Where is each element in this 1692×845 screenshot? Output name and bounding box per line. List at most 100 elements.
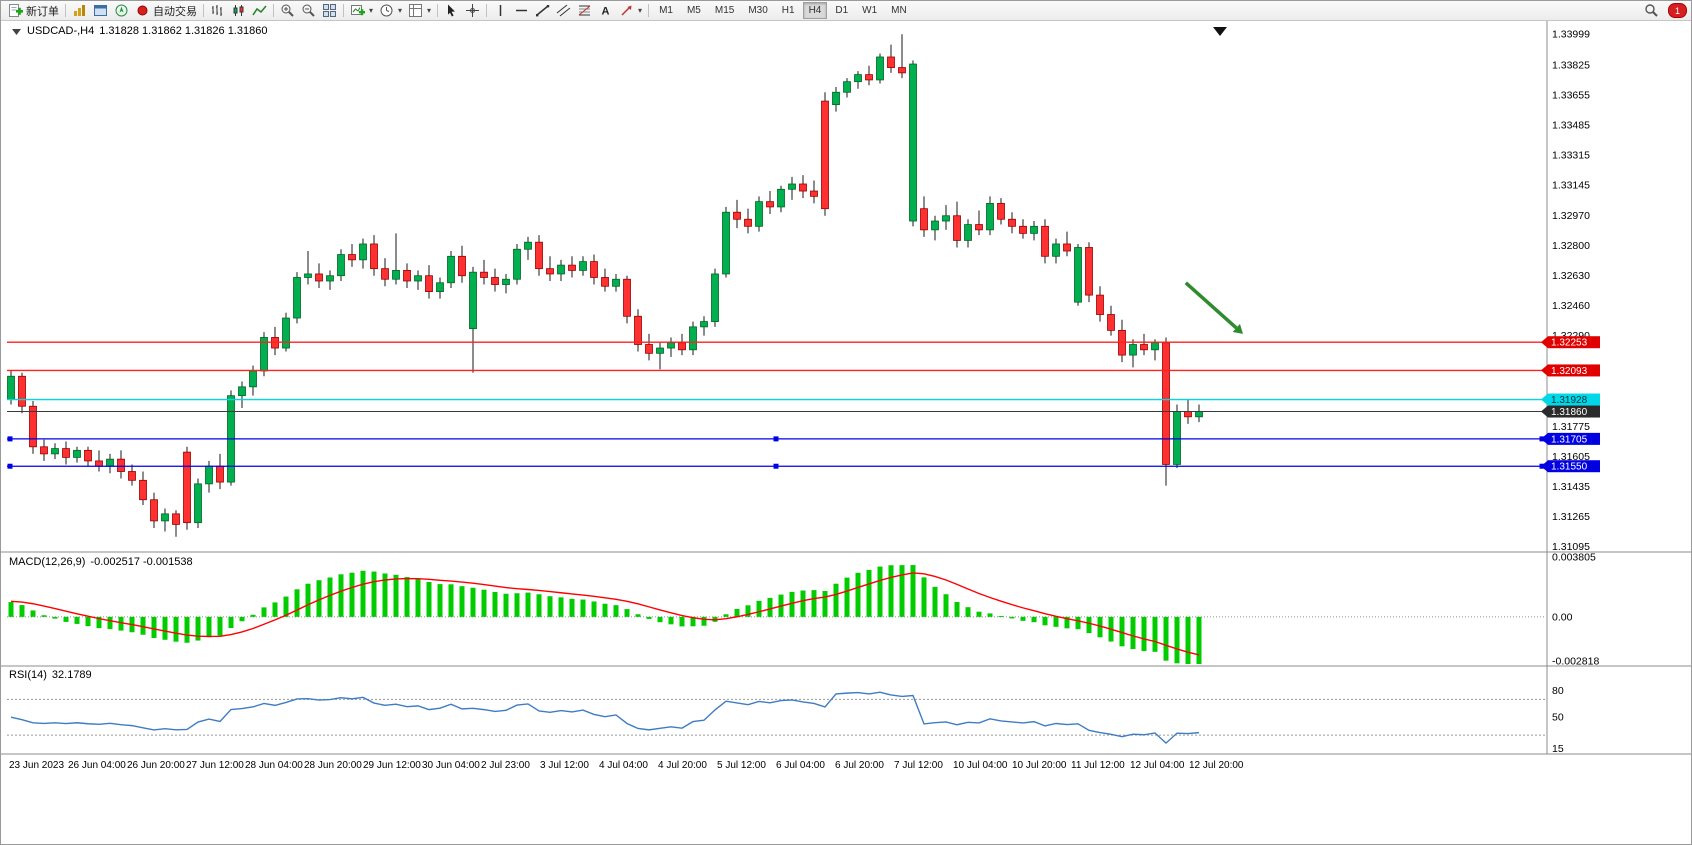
candle-body — [447, 255, 455, 284]
timeframe-button-mn[interactable]: MN — [891, 5, 907, 16]
hline-marker[interactable] — [7, 436, 13, 442]
candle — [964, 219, 972, 248]
time-axis-label: 5 Jul 12:00 — [717, 760, 766, 771]
macd-bar — [833, 583, 839, 617]
candle — [590, 254, 598, 285]
templates-button[interactable]: ▾ — [405, 2, 434, 19]
trendline-button[interactable] — [532, 2, 553, 19]
bar-chart-button[interactable] — [207, 2, 228, 19]
price-tag-text: 1.31928 — [1551, 395, 1588, 406]
macd-bar — [250, 614, 256, 617]
candle-body — [1008, 218, 1016, 227]
price-tag-text: 1.31550 — [1551, 462, 1588, 473]
candle-body — [414, 275, 422, 282]
new-order-button[interactable]: 新订单 — [5, 2, 62, 19]
macd-panel-area[interactable] — [1, 552, 1547, 666]
chart-symbol-icon — [11, 26, 22, 37]
hline-marker[interactable] — [7, 463, 13, 469]
hline-marker[interactable] — [773, 463, 779, 469]
notification-badge[interactable]: 1 — [1668, 3, 1687, 18]
periods-button[interactable]: ▾ — [376, 2, 405, 19]
macd-bar — [745, 605, 751, 617]
candle — [73, 446, 81, 463]
ohlc-values-text: 1.31828 1.31862 1.31826 1.31860 — [99, 25, 268, 37]
candle-body — [392, 270, 400, 280]
market-watch-button[interactable] — [69, 2, 90, 19]
candlestick-chart-button[interactable] — [228, 2, 249, 19]
candle-body — [524, 241, 532, 250]
cursor-button[interactable] — [441, 2, 462, 19]
macd-bar — [206, 616, 212, 638]
timeframe-button-m30[interactable]: M30 — [748, 5, 768, 16]
line-chart-button[interactable] — [249, 2, 270, 19]
timeframe-button-m15[interactable]: M15 — [714, 5, 735, 16]
crosshair-button[interactable] — [462, 2, 483, 19]
text-button[interactable]: A — [595, 2, 616, 19]
candle — [381, 258, 389, 287]
hline-marker[interactable] — [773, 436, 779, 442]
macd-bar — [173, 616, 179, 642]
data-window-button[interactable] — [90, 2, 111, 19]
timeframe-button-w1[interactable]: W1 — [862, 5, 878, 16]
price-axis-label: 1.31265 — [1552, 511, 1590, 523]
chart-shift-marker[interactable] — [1213, 27, 1227, 36]
timeframe-button-m5[interactable]: M5 — [686, 5, 701, 16]
price-tag-pointer — [1541, 393, 1548, 406]
candle-body — [898, 67, 906, 74]
candle — [689, 321, 697, 356]
price-tag — [1548, 460, 1600, 473]
trendline-icon — [535, 3, 550, 18]
macd-bar — [426, 581, 432, 617]
candle — [1052, 238, 1060, 264]
new-chart-button[interactable]: ▾ — [347, 2, 376, 19]
macd-bar — [624, 609, 630, 617]
auto-trading-button[interactable]: 自动交易 — [132, 2, 200, 19]
tile-windows-button[interactable] — [319, 2, 340, 19]
timeframe-button-d1[interactable]: D1 — [835, 5, 849, 16]
candle-body — [810, 190, 818, 197]
price-tag-pointer — [1541, 336, 1548, 349]
macd-bar — [756, 600, 762, 617]
zoom-in-button[interactable] — [277, 2, 298, 19]
macd-bar — [437, 584, 443, 617]
candle-body — [304, 273, 312, 278]
candle — [865, 65, 873, 86]
time-axis-label: 7 Jul 12:00 — [894, 760, 943, 771]
time-axis-label: 10 Jul 04:00 — [953, 760, 1008, 771]
candle-body — [51, 448, 59, 455]
candle-body — [1052, 243, 1060, 257]
candle — [700, 316, 708, 336]
price-axis-area[interactable] — [1547, 20, 1692, 754]
arrow-annotation-head[interactable] — [1232, 323, 1243, 334]
candle — [315, 263, 323, 289]
macd-bar — [382, 573, 388, 617]
candlestick-chart-icon — [231, 3, 246, 18]
chart-plot-area[interactable] — [1, 20, 1547, 552]
search-button[interactable] — [1641, 2, 1662, 19]
macd-bar — [1031, 616, 1037, 623]
arrow-objects-button[interactable]: ▾ — [616, 2, 645, 19]
candle-body — [744, 218, 752, 227]
arrow-annotation-line[interactable] — [1184, 281, 1238, 330]
time-axis-area[interactable] — [1, 754, 1692, 845]
equidistant-channel-button[interactable] — [553, 2, 574, 19]
macd-bar — [448, 584, 454, 617]
navigator-button[interactable] — [111, 2, 132, 19]
vertical-line-button[interactable] — [490, 2, 511, 19]
candle — [469, 266, 477, 373]
zoom-out-button[interactable] — [298, 2, 319, 19]
candle-body — [1019, 225, 1027, 234]
rsi-panel-area[interactable] — [1, 666, 1547, 754]
time-axis-label: 12 Jul 20:00 — [1189, 760, 1244, 771]
macd-bar — [1009, 616, 1015, 619]
timeframe-button-h1[interactable]: H1 — [781, 5, 795, 16]
fibonacci-button[interactable] — [574, 2, 595, 19]
candle-body — [7, 375, 15, 400]
timeframe-button-h4[interactable]: H4 — [802, 2, 828, 19]
horizontal-line-button[interactable] — [511, 2, 532, 19]
macd-bar — [613, 605, 619, 617]
candle-body — [579, 261, 587, 271]
macd-bar — [723, 614, 729, 617]
timeframe-button-m1[interactable]: M1 — [659, 5, 673, 16]
